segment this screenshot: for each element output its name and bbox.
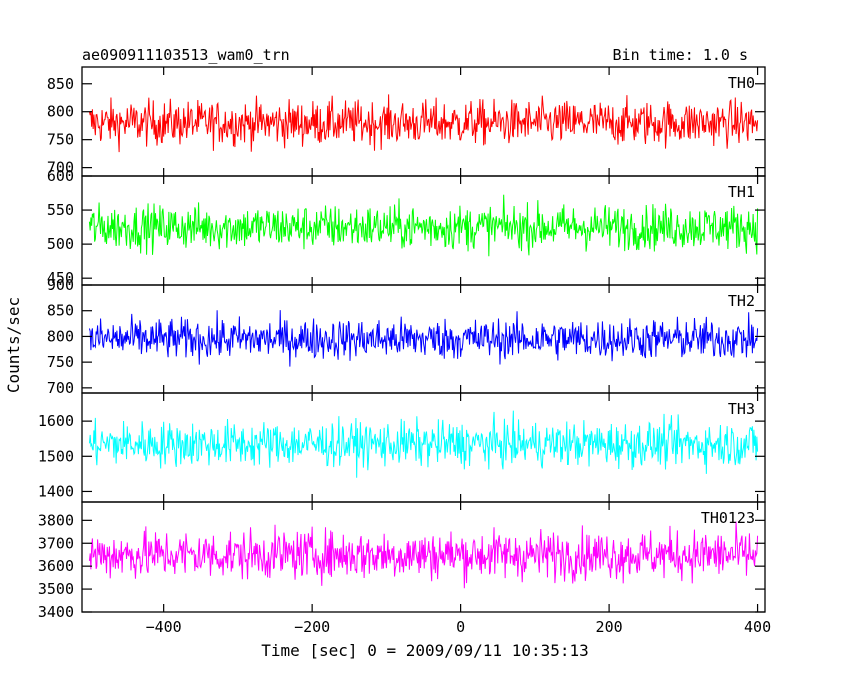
y-tick-label: 600: [47, 167, 74, 185]
series-line-th1: [88, 194, 759, 257]
panel-th2: 700 750 800 850 900 TH2: [47, 276, 766, 397]
y-tick-label: 550: [47, 201, 74, 219]
series-line-th2: [88, 310, 759, 367]
y-tick-label: 700: [47, 159, 74, 177]
series-line-th3: [88, 410, 759, 478]
y-tick-label: 3500: [38, 580, 74, 598]
y-tick-label: 3800: [38, 511, 74, 529]
y-tick-label: 500: [47, 235, 74, 253]
y-tick-label: 750: [47, 131, 74, 149]
x-tick-label: 400: [744, 618, 771, 636]
x-tick-label: 200: [596, 618, 623, 636]
panel-label: TH1: [728, 183, 755, 201]
y-tick-label: 1400: [38, 482, 74, 500]
y-tick-label: 800: [47, 103, 74, 121]
bin-time-label: Bin time: 1.0 s: [613, 46, 748, 64]
y-tick-label: 1500: [38, 447, 74, 465]
panel-th0: 700 750 800 850 TH0: [47, 66, 766, 177]
series-line-th0: [88, 94, 759, 153]
panel-label: TH3: [728, 400, 755, 418]
y-tick-label: 900: [47, 276, 74, 294]
panel-label: TH2: [728, 292, 755, 310]
y-tick-label: 750: [47, 353, 74, 371]
y-tick-label: 800: [47, 327, 74, 345]
x-tick-label: −200: [294, 618, 330, 636]
y-tick-label: 700: [47, 379, 74, 397]
y-tick-label: 3700: [38, 534, 74, 552]
y-tick-label: 3600: [38, 557, 74, 575]
panel-label: TH0123: [701, 509, 755, 527]
panel-th3: 1400 1500 1600 TH3: [38, 392, 766, 503]
y-tick-label: 1600: [38, 412, 74, 430]
y-tick-label: 850: [47, 302, 74, 320]
y-tick-label: 850: [47, 75, 74, 93]
panels-layer: 700 750 800 850 TH0 450 500 550 600 TH1 700 750 800 8…: [38, 66, 766, 621]
panel-label: TH0: [728, 74, 755, 92]
series-line-th0123: [88, 521, 759, 589]
x-tick-label: 0: [456, 618, 465, 636]
panel-th0123: 3400 3500 3600 3700 3800 TH0123: [38, 501, 766, 621]
x-axis: −400 −200 0 200 400: [146, 618, 772, 636]
panel-th1: 450 500 550 600 TH1: [47, 167, 766, 287]
y-axis-title: Counts/sec: [4, 297, 23, 393]
y-tick-label: 450: [47, 269, 74, 287]
x-axis-title: Time [sec] 0 = 2009/09/11 10:35:13: [261, 641, 589, 660]
x-tick-label: −400: [146, 618, 182, 636]
panel-frame: [81, 501, 766, 613]
y-tick-label: 3400: [38, 603, 74, 621]
chart-title: ae090911103513_wam0_trn: [82, 46, 290, 64]
